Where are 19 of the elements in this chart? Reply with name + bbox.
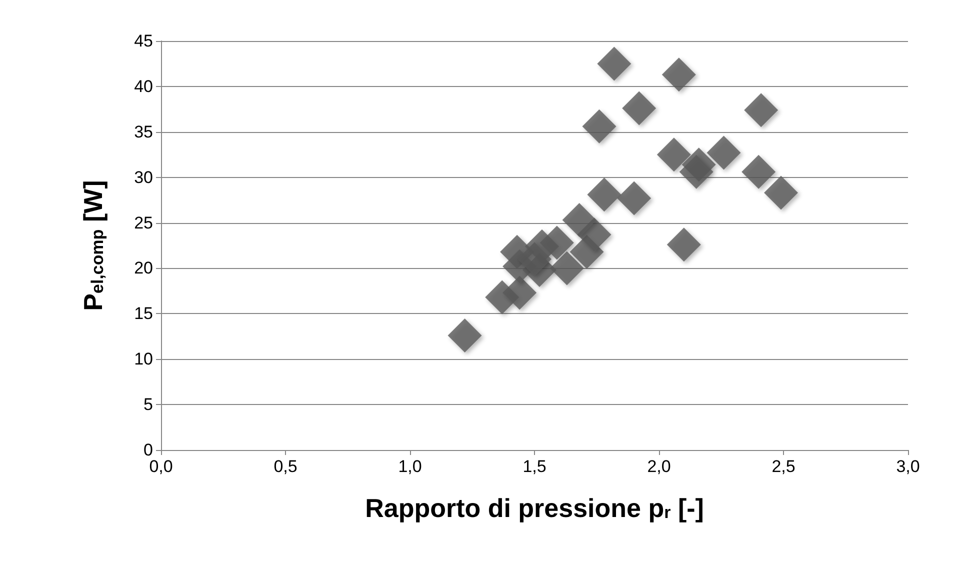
x-tick-label: 1,5 [522, 457, 546, 476]
x-tick-label: 2,5 [772, 457, 796, 476]
x-tick-label: 1,0 [398, 457, 422, 476]
y-tick-label: 35 [134, 122, 153, 142]
x-tick-label: 0,5 [274, 457, 298, 476]
y-tick-label: 45 [134, 32, 153, 50]
x-tick-label: 0,0 [149, 457, 173, 476]
y-tick-label: 10 [134, 350, 153, 369]
y-tick-label: 30 [134, 168, 153, 187]
y-tick-label: 0 [144, 440, 153, 460]
x-tick-label: 3,0 [896, 457, 920, 476]
x-axis-title: Rapporto di pressione pr [-] [365, 493, 704, 523]
y-tick-label: 5 [144, 395, 153, 414]
x-tick-label: 2,0 [647, 457, 671, 476]
y-tick-label: 25 [134, 213, 153, 232]
y-axis-title: Pel,comp [W] [78, 180, 108, 311]
y-tick-label: 20 [134, 258, 153, 278]
y-tick-label: 40 [134, 76, 153, 96]
y-tick-label: 15 [134, 304, 153, 324]
